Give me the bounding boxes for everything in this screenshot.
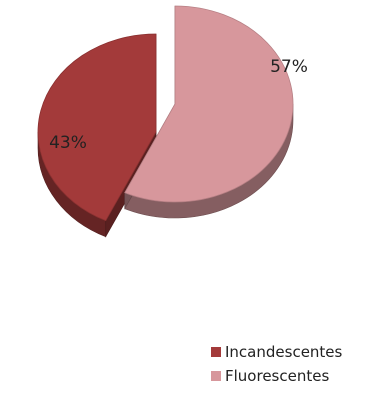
slice-top-incandescentes	[37, 33, 157, 222]
slice-label-fluorescentes: 57%	[270, 57, 308, 77]
legend-item-fluorescentes: Fluorescentes	[211, 364, 342, 388]
slice-top-fluorescentes	[124, 5, 294, 203]
pie-slices	[37, 5, 294, 238]
legend: Incandescentes Fluorescentes	[211, 340, 342, 388]
legend-item-incandescentes: Incandescentes	[211, 340, 342, 364]
slice-label-incandescentes: 43%	[49, 133, 87, 153]
slice-fluorescentes	[124, 5, 294, 219]
legend-swatch-incandescentes	[211, 347, 221, 357]
legend-label-fluorescentes: Fluorescentes	[225, 367, 330, 385]
legend-swatch-fluorescentes	[211, 371, 221, 381]
legend-label-incandescentes: Incandescentes	[225, 343, 343, 361]
